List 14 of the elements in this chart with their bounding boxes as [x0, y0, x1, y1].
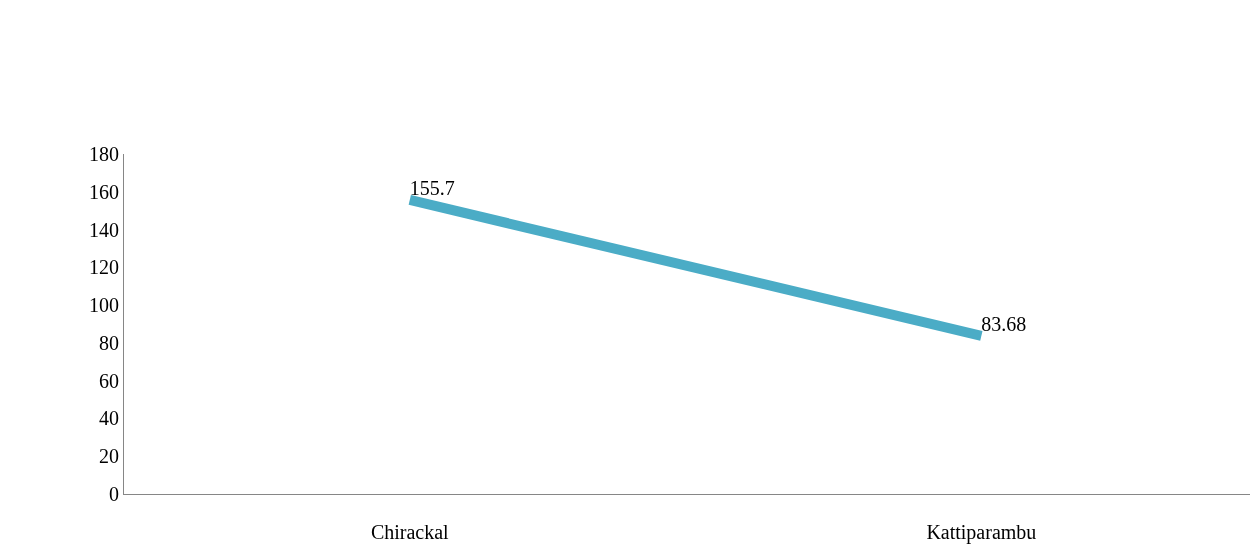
data-label: 83.68 — [981, 312, 1027, 335]
y-tick-label: 140 — [89, 218, 119, 241]
x-tick-label: Chirackal — [370, 521, 450, 543]
y-tick-label: 100 — [89, 294, 119, 317]
y-tick-label: 180 — [89, 143, 119, 165]
y-tick-label: 60 — [99, 369, 119, 392]
x-tick-label: Kattiparambu — [926, 521, 1037, 544]
y-tick-label: 20 — [99, 445, 119, 468]
data-label: 155.7 — [409, 176, 455, 199]
y-tick-label: 80 — [99, 331, 119, 354]
y-tick-label: 0 — [109, 483, 119, 505]
y-tick-label: 160 — [89, 180, 119, 203]
y-tick-label: 40 — [99, 407, 119, 430]
y-tick-label: 120 — [89, 256, 119, 279]
